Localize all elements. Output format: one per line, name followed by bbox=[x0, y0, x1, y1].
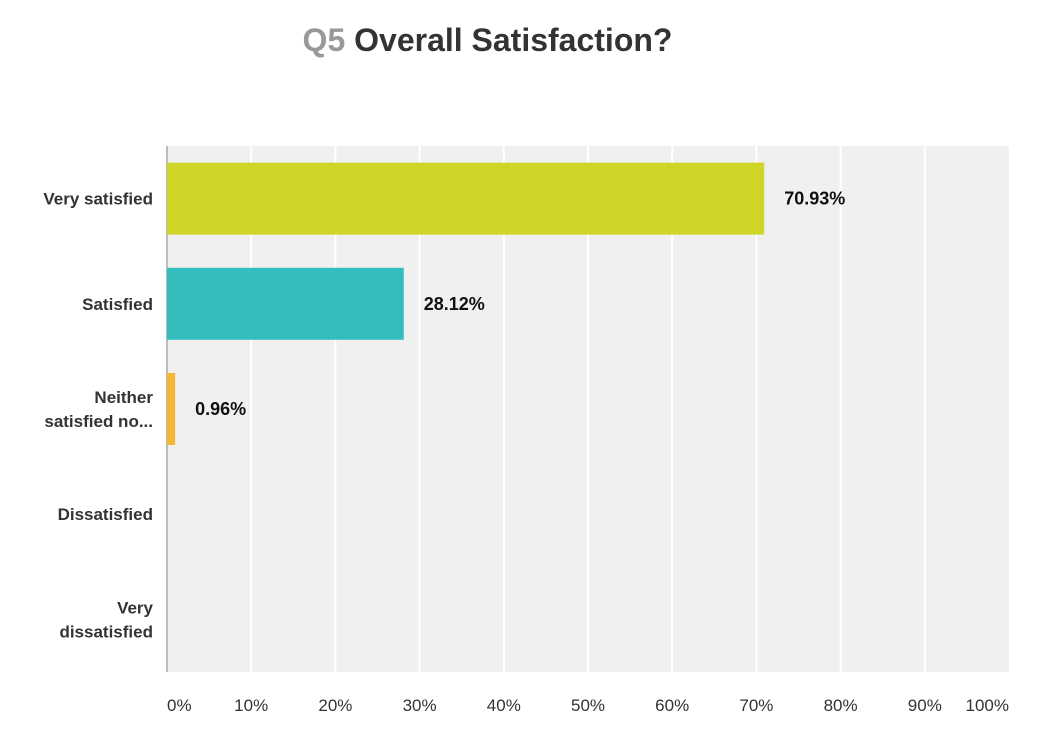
category-label: Satisfied bbox=[82, 295, 153, 314]
category-label: Dissatisfied bbox=[58, 505, 153, 524]
x-axis-ticks: 0% 10% 20% 30% 40% 50% 60% 70% 80% 90% 100% bbox=[167, 696, 1009, 715]
x-tick-label: 60% bbox=[655, 696, 689, 715]
category-label: Neither satisfied no... bbox=[44, 388, 153, 431]
x-tick-label: 40% bbox=[487, 696, 521, 715]
x-tick-label: 30% bbox=[403, 696, 437, 715]
data-label: 28.12% bbox=[424, 294, 485, 314]
data-label: 0.96% bbox=[195, 399, 246, 419]
x-tick-label: 50% bbox=[571, 696, 605, 715]
data-label: 70.93% bbox=[784, 189, 845, 209]
x-tick-label: 70% bbox=[739, 696, 773, 715]
bar bbox=[167, 373, 175, 445]
bar bbox=[167, 163, 764, 235]
category-labels: Very satisfied Satisfied Neither satisfied … bbox=[43, 190, 153, 642]
x-tick-label: 90% bbox=[908, 696, 942, 715]
x-tick-label: 100% bbox=[966, 696, 1009, 715]
category-label: Very dissatisfied bbox=[59, 598, 153, 641]
x-tick-label: 80% bbox=[824, 696, 858, 715]
bar bbox=[167, 268, 404, 340]
x-tick-label: 0% bbox=[167, 696, 192, 715]
x-tick-label: 10% bbox=[234, 696, 268, 715]
category-label: Very satisfied bbox=[43, 190, 153, 209]
x-tick-label: 20% bbox=[318, 696, 352, 715]
